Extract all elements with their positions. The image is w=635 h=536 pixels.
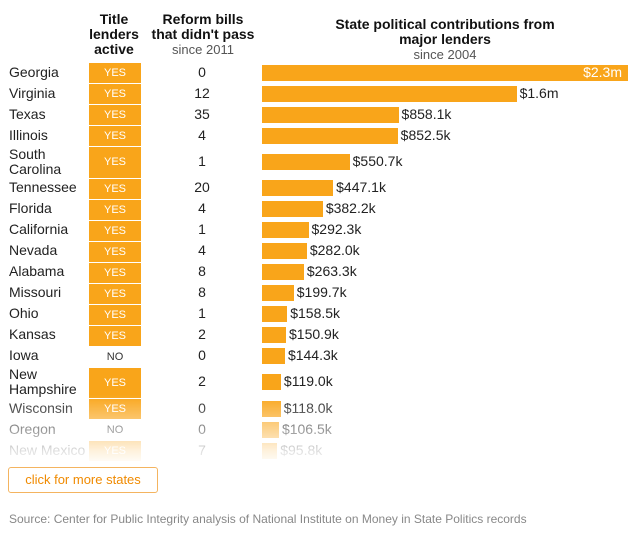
state-label: Tennessee <box>9 179 77 195</box>
contribution-bar <box>262 127 398 144</box>
state-label: Florida <box>9 200 52 216</box>
header-contributions-text: State political contributions from major… <box>335 16 555 47</box>
reform-bills-count: 0 <box>198 63 206 80</box>
state-label: Ohio <box>9 305 39 321</box>
contribution-bar <box>262 348 285 364</box>
header-contributions: State political contributions from major… <box>330 16 560 63</box>
contribution-bar <box>262 222 309 238</box>
more-states-button[interactable]: click for more states <box>8 467 158 493</box>
state-label: Nevada <box>9 242 58 258</box>
reform-bills-count: 4 <box>198 200 206 216</box>
contribution-bar <box>262 64 628 81</box>
lenders-active-badge: YES <box>89 199 141 220</box>
lenders-active-badge: YES <box>89 283 141 304</box>
state-label: Texas <box>9 105 46 122</box>
header-reform-bills-sub: since 2011 <box>172 42 234 57</box>
reform-bills-count: 2 <box>198 326 206 342</box>
contribution-label: $158.5k <box>290 305 341 321</box>
reform-bills-count: 4 <box>198 242 206 258</box>
reform-bills-count: 12 <box>194 84 210 101</box>
reform-bills-count: 1 <box>198 221 206 237</box>
lenders-active-badge: YES <box>89 126 141 146</box>
contribution-bar <box>262 327 286 343</box>
reform-bills-count: 35 <box>194 105 210 122</box>
state-label: New Hampshire <box>9 366 77 398</box>
contribution-label: $858.1k <box>401 105 452 122</box>
contribution-bar <box>262 85 517 102</box>
contribution-bar <box>262 243 307 259</box>
lenders-active-badge: YES <box>89 262 141 283</box>
lenders-active-badge: YES <box>89 220 141 241</box>
contribution-label: $1.6m <box>519 84 559 101</box>
contribution-label: $447.1k <box>336 179 386 195</box>
contribution-label: $2.3m <box>583 63 622 80</box>
source-note: Source: Center for Public Integrity anal… <box>9 512 527 526</box>
lenders-active-badge: YES <box>89 84 141 104</box>
header-title-lenders-text: Title lenders active <box>89 11 139 57</box>
contribution-bar <box>262 374 281 391</box>
contribution-label: $263.3k <box>306 263 357 279</box>
reform-bills-count: 0 <box>198 347 206 363</box>
contribution-label: $550.7k <box>352 152 403 169</box>
lenders-active-badge: YES <box>89 178 141 199</box>
state-label: Georgia <box>9 63 59 80</box>
state-label: Illinois <box>9 126 48 143</box>
lenders-active-badge: YES <box>89 304 141 325</box>
reform-bills-count: 1 <box>198 152 206 169</box>
contribution-bar <box>262 201 323 217</box>
contribution-label: $292.3k <box>311 221 362 237</box>
header-title-lenders: Title lenders active <box>84 12 144 57</box>
contribution-label: $150.9k <box>289 326 339 342</box>
state-label: South Carolina <box>9 145 62 177</box>
state-label: Iowa <box>9 347 39 363</box>
fade-overlay <box>0 395 635 465</box>
contribution-label: $119.0k <box>283 373 333 390</box>
state-label: California <box>9 221 69 237</box>
state-label: Missouri <box>9 284 62 300</box>
contribution-bar <box>262 264 304 280</box>
contribution-label: $852.5k <box>400 126 451 143</box>
state-label: Kansas <box>9 326 56 342</box>
reform-bills-count: 8 <box>198 284 206 300</box>
contribution-label: $382.2k <box>325 200 376 216</box>
lenders-active-badge: YES <box>89 241 141 262</box>
lenders-active-badge: YES <box>89 325 141 346</box>
header-reform-bills-text: Reform bills that didn't pass <box>151 11 255 42</box>
contribution-label: $199.7k <box>296 284 347 300</box>
header-contributions-sub: since 2004 <box>413 47 477 62</box>
lenders-active-badge: YES <box>89 63 141 83</box>
state-label: Virginia <box>9 84 56 101</box>
reform-bills-count: 20 <box>194 179 210 195</box>
header-reform-bills: Reform bills that didn't pass since 2011 <box>150 11 256 58</box>
contribution-bar <box>262 285 294 301</box>
lenders-active-badge: YES <box>89 367 141 398</box>
contribution-label: $282.0k <box>309 242 360 258</box>
reform-bills-count: 4 <box>198 126 206 143</box>
contribution-label: $144.3k <box>287 347 338 363</box>
reform-bills-count: 8 <box>198 263 206 279</box>
contribution-bar <box>262 180 334 196</box>
lenders-active-badge: NO <box>106 350 124 363</box>
reform-bills-count: 1 <box>198 305 206 321</box>
reform-bills-count: 2 <box>198 373 206 390</box>
state-label: Alabama <box>9 263 65 279</box>
contribution-bar <box>262 106 399 123</box>
contribution-bar <box>262 306 288 322</box>
state-table: Georgia YES 0 $2.3m Virginia YES 12 $1.6m Texas Y… <box>9 63 628 461</box>
lenders-active-badge: YES <box>89 147 141 178</box>
lenders-active-badge: YES <box>89 105 141 125</box>
contribution-bar <box>262 153 350 170</box>
